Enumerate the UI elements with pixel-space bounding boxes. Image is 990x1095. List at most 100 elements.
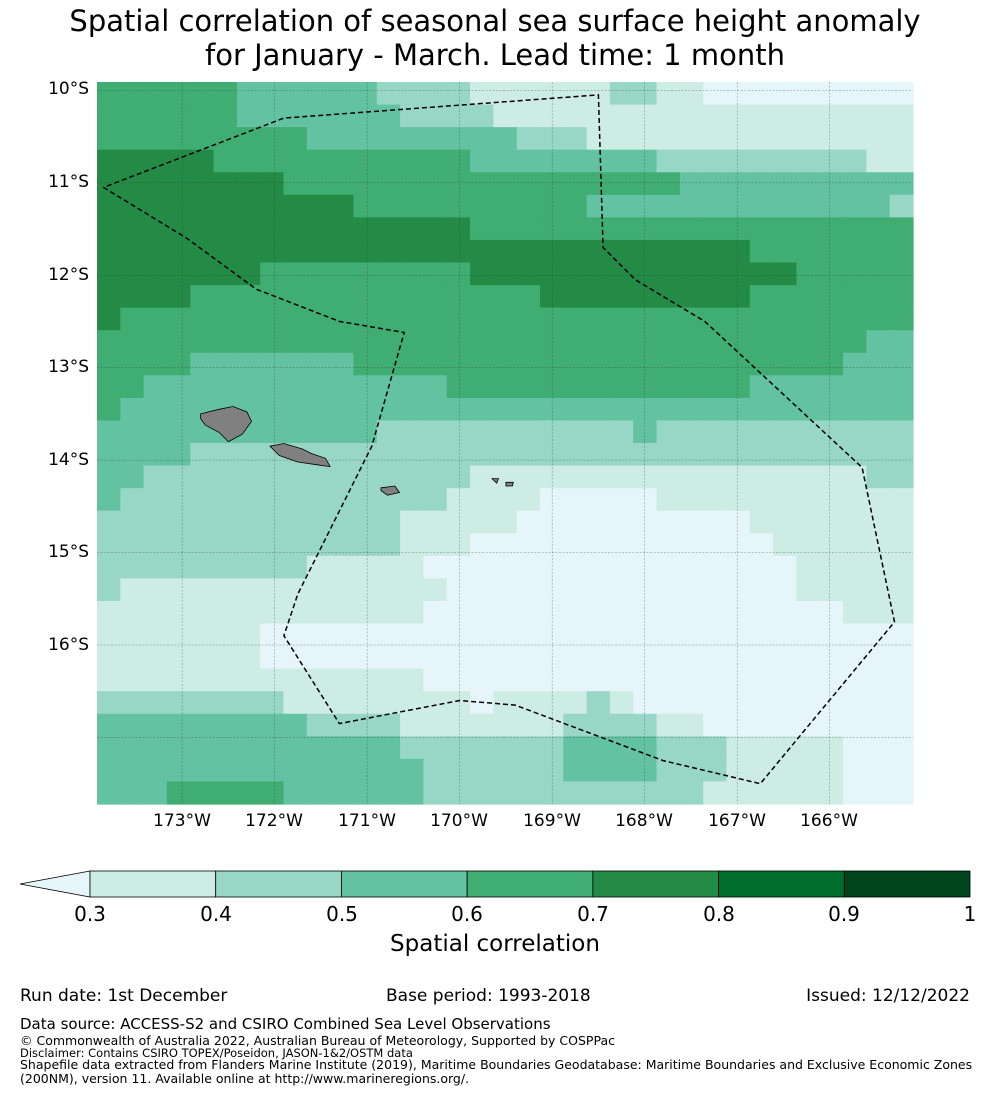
- grid-cell: [656, 691, 681, 715]
- grid-cell: [376, 510, 401, 534]
- grid-cell: [773, 104, 798, 128]
- grid-cell: [236, 488, 261, 512]
- grid-cell: [726, 758, 751, 783]
- grid-cell: [889, 375, 914, 399]
- grid-cell: [796, 691, 821, 715]
- grid-cell: [236, 668, 261, 692]
- grid-cell: [97, 578, 121, 602]
- grid-cell: [819, 420, 844, 444]
- grid-cell: [516, 375, 541, 399]
- grid-cell: [143, 510, 168, 534]
- grid-cell: [726, 488, 751, 512]
- grid-cell: [190, 172, 215, 196]
- grid-cell: [423, 172, 448, 196]
- grid-cell: [539, 691, 564, 715]
- grid-cell: [120, 713, 145, 737]
- grid-cell: [889, 488, 914, 512]
- grid-cell: [773, 217, 798, 241]
- grid-cell: [190, 736, 215, 760]
- grid-cell: [493, 330, 518, 354]
- grid-cell: [260, 127, 285, 151]
- grid-cell: [819, 443, 844, 467]
- grid-cell: [166, 375, 191, 399]
- grid-cell: [166, 781, 191, 805]
- grid-cell: [539, 104, 564, 128]
- grid-cell: [283, 668, 308, 692]
- grid-cell: [679, 555, 704, 579]
- grid-cell: [773, 465, 798, 489]
- grid-cell: [493, 194, 518, 218]
- grid-cell: [656, 285, 681, 309]
- grid-cell: [400, 307, 424, 331]
- grid-cell: [283, 239, 308, 264]
- grid-cell: [749, 443, 774, 467]
- grid-cell: [190, 600, 215, 625]
- grid-cell: [843, 736, 867, 760]
- grid-cell: [236, 443, 261, 467]
- grid-cell: [563, 510, 588, 534]
- grid-cell: [330, 510, 355, 534]
- grid-cell: [190, 781, 215, 805]
- grid-cell: [446, 781, 471, 805]
- grid-cell: [260, 578, 285, 602]
- grid-cell: [190, 713, 215, 737]
- grid-cell: [260, 465, 285, 489]
- grid-cell: [166, 533, 191, 557]
- grid-cell: [470, 127, 494, 151]
- grid-cell: [539, 285, 564, 309]
- grid-cell: [563, 713, 588, 737]
- grid-cell: [843, 104, 867, 128]
- grid-cell: [773, 623, 798, 647]
- grid-cell: [586, 691, 611, 715]
- grid-cell: [889, 533, 914, 557]
- grid-cell: [586, 352, 611, 376]
- grid-cell: [516, 623, 541, 647]
- grid-cell: [446, 443, 471, 467]
- grid-cell: [609, 465, 634, 489]
- grid-cell: [120, 330, 145, 354]
- grid-cell: [516, 127, 541, 151]
- grid-cell: [843, 420, 867, 444]
- grid-cell: [400, 668, 424, 692]
- grid-cell: [143, 600, 168, 625]
- grid-cell: [330, 375, 355, 399]
- grid-cell: [446, 149, 471, 173]
- grid-cell: [120, 623, 145, 647]
- grid-cell: [493, 533, 518, 557]
- grid-cell: [376, 623, 401, 647]
- grid-cell: [773, 172, 798, 196]
- grid-cell: [516, 781, 541, 805]
- grid-cell: [236, 375, 261, 399]
- grid-cell: [516, 104, 541, 128]
- grid-cell: [353, 488, 378, 512]
- grid-cell: [306, 217, 331, 241]
- grid-cell: [376, 82, 401, 106]
- grid-cell: [726, 104, 751, 128]
- grid-cell: [213, 127, 238, 151]
- grid-cell: [446, 330, 471, 354]
- grid-cell: [376, 285, 401, 309]
- grid-cell: [773, 397, 798, 422]
- grid-cell: [539, 465, 564, 489]
- grid-cell: [213, 488, 238, 512]
- grid-cell: [330, 127, 355, 151]
- grid-cell: [633, 104, 658, 128]
- grid-cell: [796, 510, 821, 534]
- grid-cell: [703, 600, 728, 625]
- grid-cell: [493, 397, 518, 422]
- grid-cell: [889, 758, 914, 783]
- grid-cell: [260, 82, 285, 106]
- island: [269, 443, 331, 468]
- grid-cell: [563, 781, 588, 805]
- grid-cell: [166, 600, 191, 625]
- grid-cell: [353, 330, 378, 354]
- grid-cell: [143, 82, 168, 106]
- grid-cell: [120, 646, 145, 670]
- grid-cell: [470, 713, 494, 737]
- grid-cell: [236, 465, 261, 489]
- grid-cell: [796, 285, 821, 309]
- grid-cell: [213, 149, 238, 173]
- grid-cell: [493, 420, 518, 444]
- grid-cell: [400, 397, 424, 422]
- grid-cell: [773, 239, 798, 264]
